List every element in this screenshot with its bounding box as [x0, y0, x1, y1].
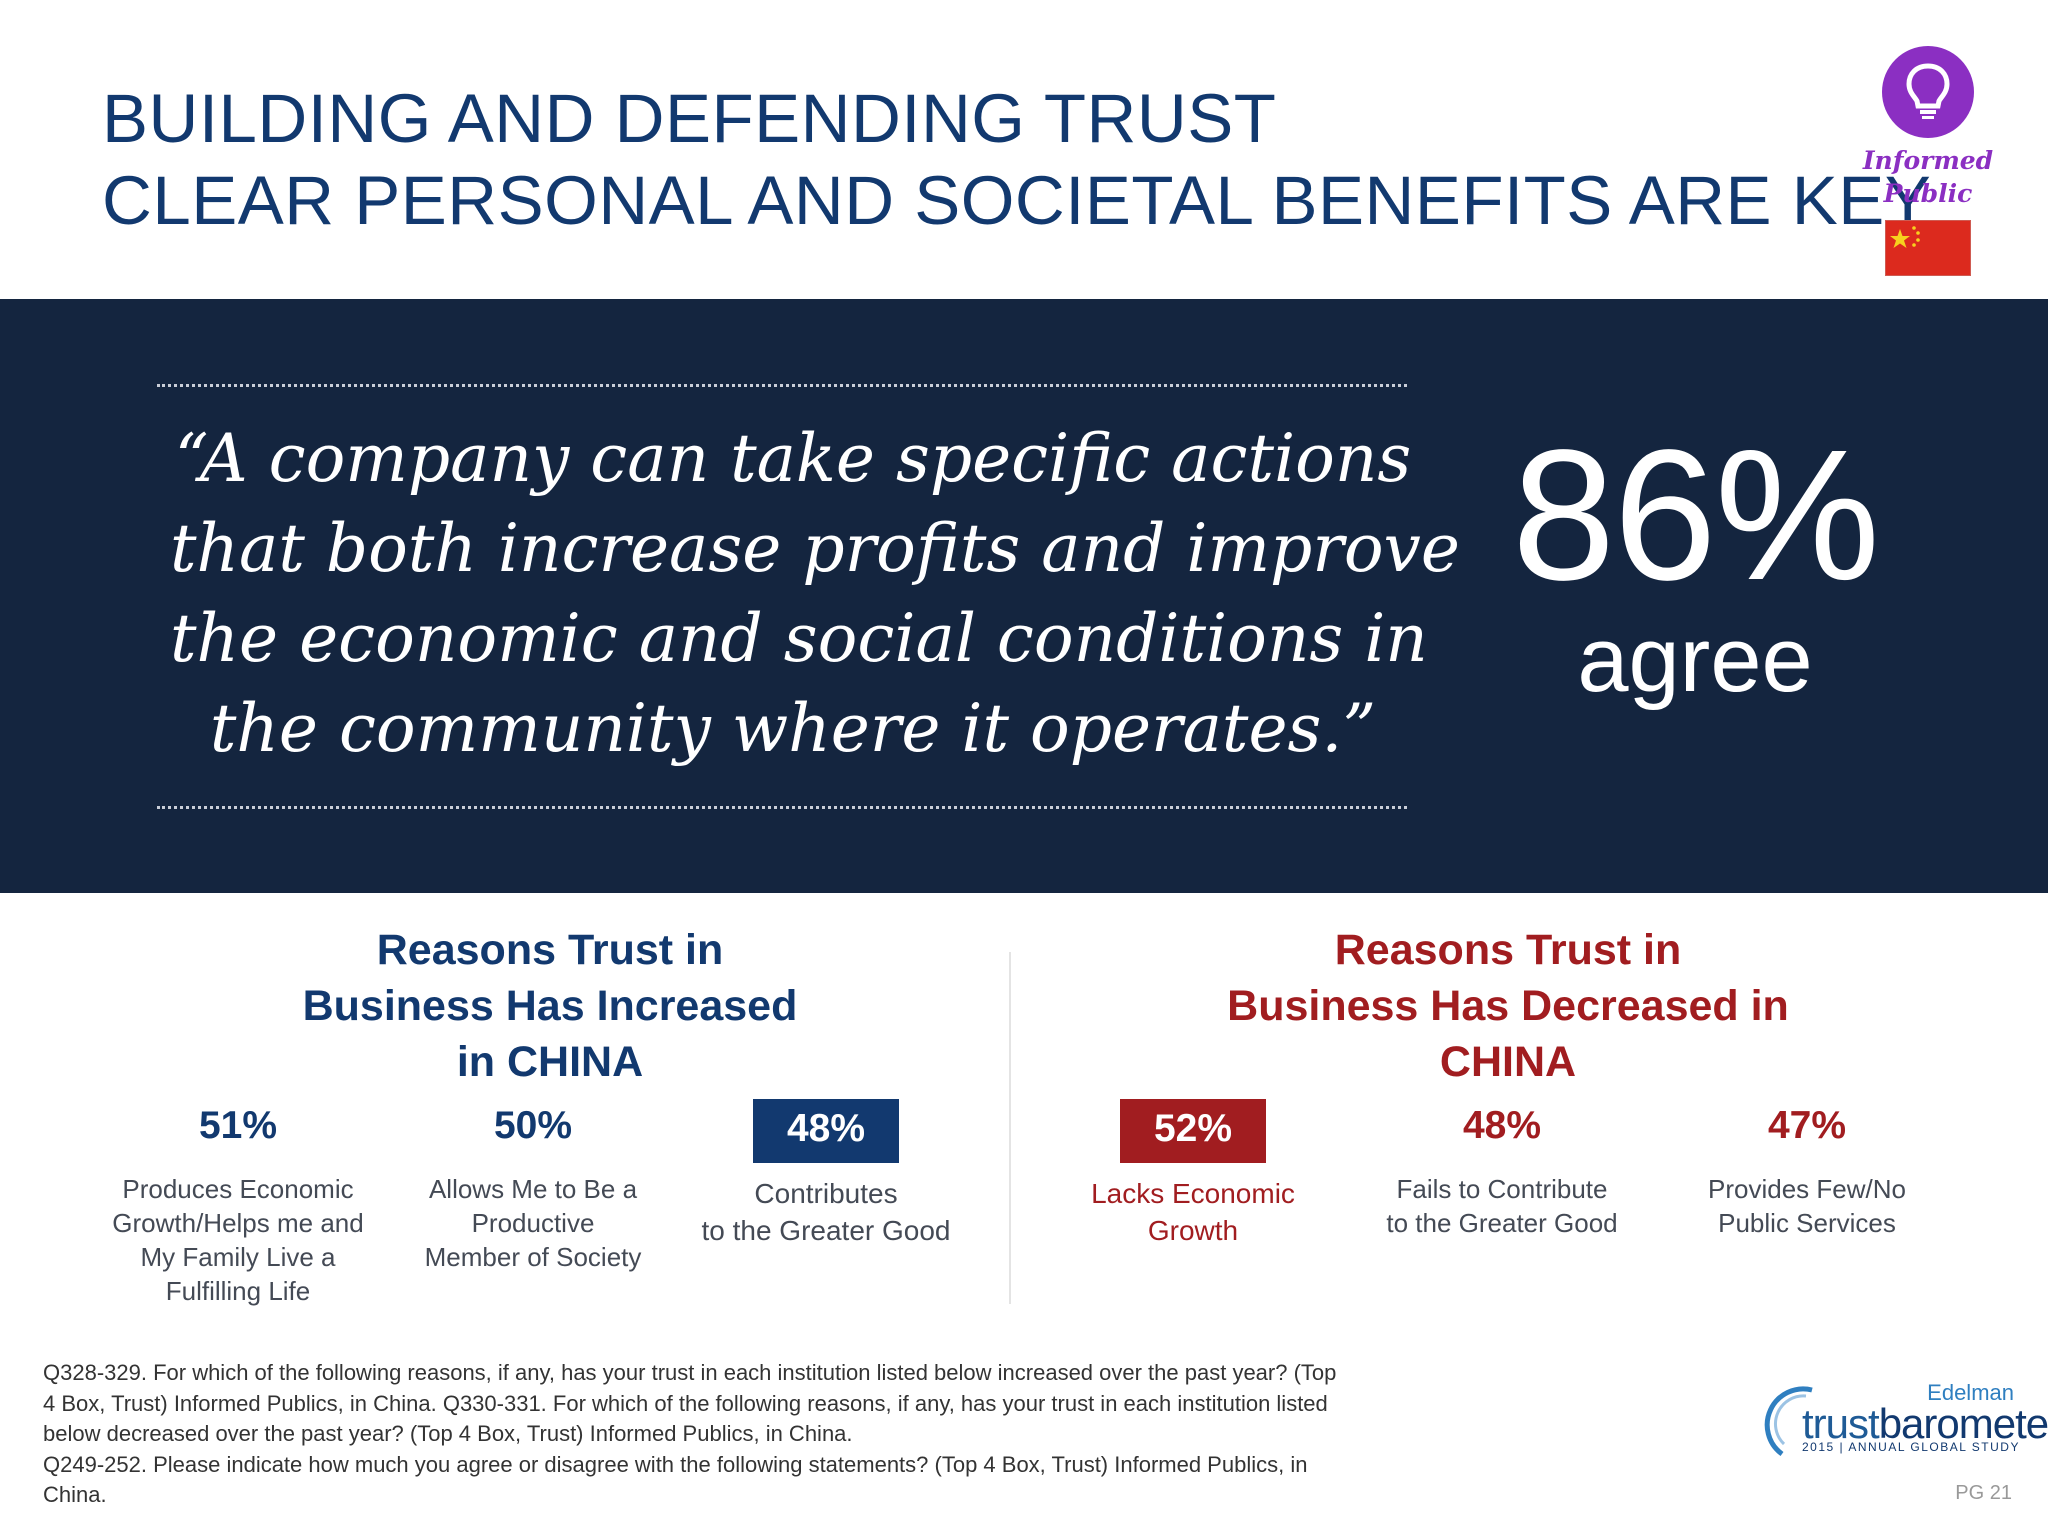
headline-stat: 86% agree	[1450, 412, 1940, 711]
desc-line: Produces Economic	[122, 1174, 354, 1204]
headline-stat-value: 86%	[1511, 412, 1880, 619]
desc-line: Public Services	[1718, 1208, 1896, 1238]
badge-label-line-1: Informed	[1862, 146, 1994, 175]
desc-line: Fulfilling Life	[165, 1276, 311, 1306]
logo-wordmark: trustbarometer	[1802, 1400, 2048, 1448]
decreased-stat-2: 48% Fails to Contribute to the Greater G…	[1352, 1096, 1652, 1240]
increased-stat-3-value: 48%	[753, 1099, 899, 1163]
decreased-title-line-3: CHINA	[1439, 1038, 1577, 1086]
title-line-1: BUILDING AND DEFENDING TRUST	[102, 80, 1277, 157]
desc-line: Productive	[471, 1208, 595, 1238]
footnote-line: Q249-252. Please indicate how much you a…	[43, 1451, 1308, 1477]
logo-word-a: trust	[1802, 1400, 1880, 1447]
desc-line: Member of Society	[424, 1242, 642, 1272]
desc-line: Allows Me to Be a	[428, 1174, 638, 1204]
section-divider	[1009, 952, 1011, 1304]
decreased-stat-2-desc: Fails to Contribute to the Greater Good	[1352, 1172, 1652, 1240]
desc-line: to the Greater Good	[701, 1215, 951, 1246]
informed-public-badge: Informed Public	[1862, 46, 1994, 276]
logo-word-b: barometer	[1878, 1400, 2048, 1447]
dotted-divider-top	[157, 384, 1407, 387]
logo-arc-icon	[1764, 1386, 1813, 1457]
footnote-line: China.	[43, 1482, 107, 1507]
footnote-line: below decreased over the past year? (Top…	[43, 1421, 853, 1446]
lightbulb-icon	[1882, 46, 1974, 138]
quote-line-3: the economic and social conditions in	[170, 600, 1428, 677]
footnote-line: Q328-329. For which of the following rea…	[43, 1360, 1337, 1385]
badge-label-line-2: Public	[1883, 179, 1973, 208]
increased-title-line-2: Business Has Increased	[302, 982, 798, 1030]
decreased-stat-3: 47% Provides Few/No Public Services	[1657, 1096, 1957, 1240]
decreased-stat-3-value: 47%	[1767, 1104, 1847, 1147]
page-number: PG 21	[1955, 1482, 2012, 1504]
increased-section-title: Reasons Trust in Business Has Increased …	[250, 922, 850, 1090]
desc-line: Provides Few/No	[1708, 1174, 1906, 1204]
quote-line-4: the community where it operates.”	[209, 690, 1377, 767]
logo-brand: Edelman	[1927, 1380, 2014, 1405]
increased-title-line-3: in CHINA	[456, 1038, 644, 1086]
decreased-title-line-2: Business Has Decreased in	[1227, 982, 1789, 1030]
decreased-stat-1-desc: Lacks Economic Growth	[1043, 1175, 1343, 1249]
increased-stat-2-desc: Allows Me to Be a Productive Member of S…	[383, 1172, 683, 1274]
increased-stat-1-value: 51%	[198, 1104, 278, 1147]
decreased-title-line-1: Reasons Trust in	[1334, 926, 1682, 974]
quote-line-1: “A company can take specific actions	[174, 420, 1412, 497]
decreased-stat-1-value: 52%	[1120, 1099, 1266, 1163]
quote-banner: “A company can take specific actions tha…	[0, 299, 2048, 893]
desc-line: Lacks Economic	[1091, 1178, 1295, 1209]
increased-stat-2: 50% Allows Me to Be a Productive Member …	[383, 1096, 683, 1274]
desc-line: Growth/Helps me and	[112, 1208, 364, 1238]
decreased-section-title: Reasons Trust in Business Has Decreased …	[1108, 922, 1908, 1090]
increased-stat-3: 48% Contributes to the Greater Good	[676, 1099, 976, 1249]
increased-stat-1: 51% Produces Economic Growth/Helps me an…	[88, 1096, 388, 1308]
decreased-stat-1: 52% Lacks Economic Growth	[1043, 1099, 1343, 1249]
slide-title: BUILDING AND DEFENDING TRUST CLEAR PERSO…	[102, 78, 1932, 242]
methodology-footnote: Q328-329. For which of the following rea…	[43, 1358, 1493, 1511]
title-line-2: CLEAR PERSONAL AND SOCIETAL BENEFITS ARE…	[102, 162, 1932, 239]
edelman-trust-barometer-logo: Edelman trustbarometer 2015 | ANNUAL GLO…	[1760, 1380, 2048, 1460]
logo-study: 2015 | ANNUAL GLOBAL STUDY	[1802, 1440, 2020, 1454]
footnote-line: 4 Box, Trust) Informed Publics, in China…	[43, 1390, 1328, 1416]
increased-title-line-1: Reasons Trust in	[376, 926, 724, 974]
desc-line: Contributes	[754, 1178, 898, 1209]
desc-line: Fails to Contribute	[1396, 1174, 1608, 1204]
desc-line: My Family Live a	[140, 1242, 336, 1272]
badge-label: Informed Public	[1862, 144, 1994, 210]
headline-stat-label: agree	[1577, 609, 1813, 711]
quote-text: “A company can take specific actions tha…	[170, 414, 1460, 774]
desc-line: to the Greater Good	[1386, 1208, 1618, 1238]
increased-stat-1-desc: Produces Economic Growth/Helps me and My…	[88, 1172, 388, 1308]
decreased-stat-3-desc: Provides Few/No Public Services	[1657, 1172, 1957, 1240]
increased-stat-3-desc: Contributes to the Greater Good	[676, 1175, 976, 1249]
desc-line: Growth	[1147, 1215, 1239, 1246]
increased-stat-2-value: 50%	[493, 1104, 573, 1147]
dotted-divider-bottom	[157, 806, 1407, 809]
decreased-stat-2-value: 48%	[1462, 1104, 1542, 1147]
china-flag-icon	[1885, 220, 1971, 276]
quote-line-2: that both increase profits and improve	[170, 510, 1460, 587]
